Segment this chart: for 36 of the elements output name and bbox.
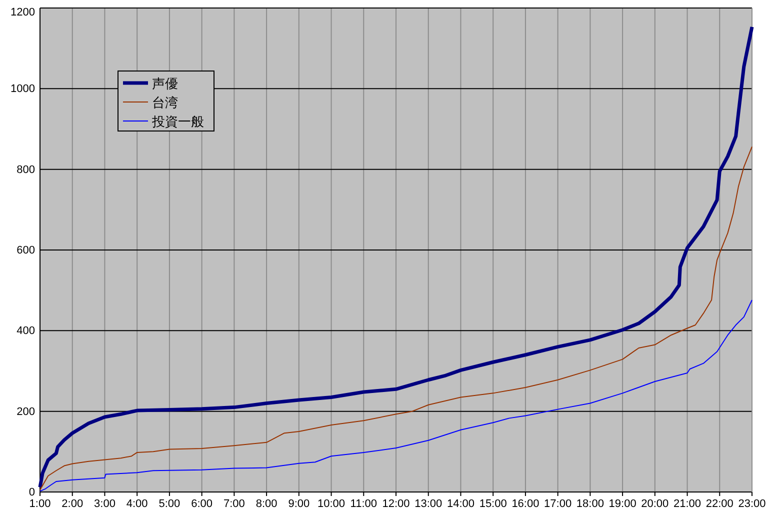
x-tick-label: 9:00	[288, 498, 310, 510]
x-tick-label: 18:00	[576, 498, 604, 510]
x-tick-label: 4:00	[126, 498, 148, 510]
x-tick-label: 13:00	[414, 498, 442, 510]
y-tick-label: 400	[16, 325, 35, 338]
legend-label: 投資一般	[151, 115, 204, 130]
line-series	[40, 300, 752, 492]
x-tick-label: 14:00	[446, 498, 474, 510]
x-tick-label: 15:00	[479, 498, 507, 510]
line-series	[40, 146, 752, 490]
legend-label: 台湾	[152, 95, 178, 111]
x-tick-label: 2:00	[62, 498, 84, 510]
x-tick-label: 19:00	[608, 498, 636, 510]
y-tick-label: 1000	[10, 83, 35, 96]
x-tick-label: 20:00	[641, 498, 669, 510]
x-tick-label: 5:00	[158, 498, 180, 510]
y-tick-label: 0	[28, 486, 35, 499]
legend-label: 声優	[152, 77, 178, 92]
line-series	[38, 25, 754, 489]
x-tick-label: 8:00	[256, 498, 278, 510]
y-tick-label: 800	[16, 164, 35, 176]
x-tick-label: 1:00	[29, 498, 51, 510]
x-tick-label: 17:00	[544, 498, 572, 510]
x-tick-label: 3:00	[94, 498, 116, 510]
x-tick-label: 16:00	[512, 498, 540, 510]
y-tick-label: 1200	[10, 6, 35, 19]
x-tick-label: 10:00	[318, 498, 346, 510]
y-tick-label: 600	[16, 244, 35, 257]
x-tick-label: 7:00	[223, 498, 245, 510]
x-tick-label: 21:00	[674, 498, 702, 510]
x-tick-label: 6:00	[191, 498, 213, 510]
x-tick-label: 23:00	[738, 498, 766, 510]
y-tick-label: 200	[16, 406, 35, 418]
x-tick-label: 22:00	[706, 498, 734, 510]
x-tick-label: 11:00	[350, 498, 377, 510]
x-tick-label: 12:00	[382, 498, 410, 510]
